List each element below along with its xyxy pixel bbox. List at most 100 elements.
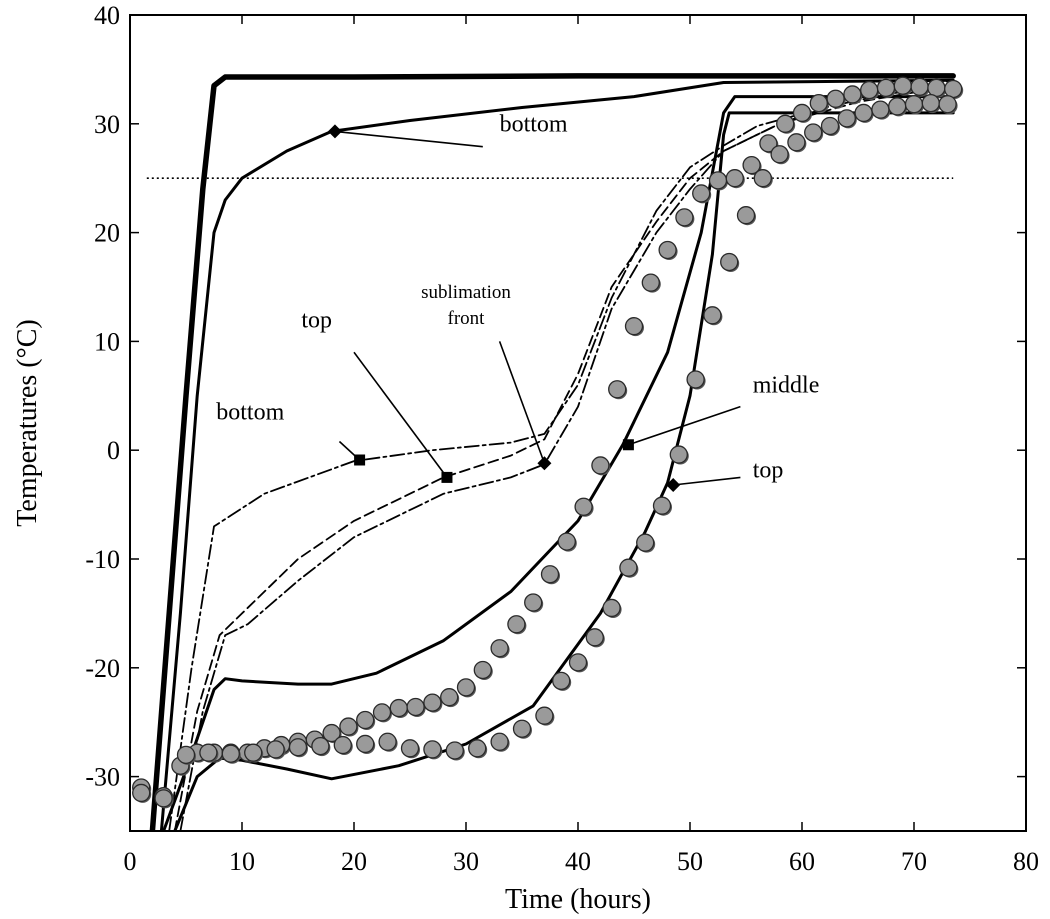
data-point bbox=[406, 697, 425, 717]
x-tick-label: 30 bbox=[453, 847, 479, 876]
data-point bbox=[389, 698, 408, 718]
leader-line bbox=[673, 476, 741, 486]
series-markers-layer bbox=[132, 76, 964, 809]
annotation-label: top bbox=[301, 307, 332, 333]
data-point bbox=[199, 743, 218, 762]
data-point bbox=[423, 740, 442, 759]
data-point bbox=[871, 100, 890, 119]
data-point bbox=[619, 558, 638, 577]
data-point bbox=[440, 688, 459, 707]
data-point bbox=[574, 497, 593, 516]
data-point bbox=[624, 317, 644, 336]
data-point bbox=[776, 114, 795, 133]
data-point bbox=[742, 155, 761, 175]
data-point bbox=[720, 252, 739, 272]
data-point bbox=[893, 76, 912, 95]
data-point bbox=[356, 734, 375, 754]
y-tick-label: -20 bbox=[85, 654, 120, 683]
x-tick-label: 80 bbox=[1013, 847, 1039, 876]
data-point bbox=[725, 169, 744, 188]
data-point bbox=[692, 184, 711, 203]
annotation-label: bottom bbox=[500, 111, 568, 137]
data-point bbox=[658, 240, 677, 260]
x-tick-label: 10 bbox=[229, 847, 255, 876]
data-point bbox=[820, 116, 840, 136]
data-point bbox=[132, 783, 151, 803]
data-point bbox=[322, 723, 341, 743]
data-point bbox=[221, 744, 240, 763]
data-point bbox=[826, 89, 845, 108]
annotation-label: sublimation bbox=[421, 282, 511, 303]
data-point bbox=[333, 735, 352, 755]
data-point bbox=[244, 743, 263, 762]
data-point bbox=[557, 532, 576, 551]
data-point bbox=[927, 78, 946, 98]
x-tick-label: 40 bbox=[565, 847, 591, 876]
y-axis-title: Temperatures (°C) bbox=[12, 319, 43, 526]
annotations-layer: bottom top bottom sublimation front middle top bbox=[216, 111, 819, 483]
annotation-label: middle bbox=[753, 373, 820, 399]
leader-line bbox=[353, 351, 448, 478]
y-tick-label: -30 bbox=[85, 763, 120, 792]
data-point bbox=[602, 598, 621, 618]
annotation-label: bottom bbox=[216, 400, 284, 426]
data-point bbox=[921, 93, 940, 113]
x-tick-label: 70 bbox=[901, 847, 927, 876]
data-point bbox=[311, 736, 330, 756]
data-point bbox=[888, 97, 907, 116]
data-point bbox=[860, 80, 879, 100]
data-point bbox=[176, 745, 196, 764]
x-tick-label: 60 bbox=[789, 847, 815, 876]
data-point bbox=[703, 306, 722, 325]
data-point bbox=[512, 719, 532, 738]
data-point bbox=[736, 206, 756, 225]
annotation-label: front bbox=[448, 308, 486, 329]
x-tick-label: 20 bbox=[341, 847, 367, 876]
data-point bbox=[585, 628, 604, 647]
series-line-1 bbox=[159, 78, 955, 831]
data-point bbox=[400, 739, 420, 758]
data-point bbox=[759, 134, 778, 153]
data-point bbox=[944, 79, 963, 99]
annotation-label: top bbox=[753, 457, 784, 483]
data-point bbox=[524, 593, 543, 612]
data-point bbox=[490, 639, 509, 658]
data-point bbox=[686, 370, 705, 389]
data-point bbox=[423, 693, 442, 712]
leader-line bbox=[334, 130, 483, 148]
leader-line bbox=[628, 405, 741, 446]
data-point bbox=[675, 208, 694, 227]
data-point bbox=[876, 78, 896, 98]
y-tick-label: 40 bbox=[94, 1, 120, 30]
data-point bbox=[552, 671, 571, 691]
data-point bbox=[708, 171, 728, 190]
data-point bbox=[378, 732, 397, 751]
data-point bbox=[792, 103, 812, 123]
y-tick-label: 30 bbox=[94, 110, 120, 139]
data-point bbox=[356, 710, 375, 730]
data-point bbox=[339, 717, 358, 736]
x-tick-label: 50 bbox=[677, 847, 703, 876]
data-point bbox=[641, 273, 660, 292]
data-point bbox=[843, 85, 862, 104]
data-point bbox=[372, 703, 392, 722]
data-point bbox=[910, 77, 929, 96]
data-point bbox=[938, 95, 957, 114]
series-line-2 bbox=[168, 84, 955, 831]
series-line-0 bbox=[149, 73, 956, 831]
data-point bbox=[787, 133, 806, 152]
data-point bbox=[507, 615, 526, 634]
data-point bbox=[753, 169, 772, 188]
y-tick-label: 0 bbox=[107, 436, 120, 465]
x-tick-label: 0 bbox=[124, 847, 137, 876]
data-point bbox=[652, 496, 672, 515]
data-point bbox=[154, 789, 173, 808]
data-point bbox=[770, 145, 789, 164]
leader-line bbox=[338, 440, 361, 461]
ticks-layer bbox=[129, 14, 1027, 831]
data-point bbox=[809, 93, 828, 113]
data-point bbox=[608, 380, 627, 399]
data-point bbox=[468, 739, 487, 758]
data-point bbox=[669, 445, 688, 464]
